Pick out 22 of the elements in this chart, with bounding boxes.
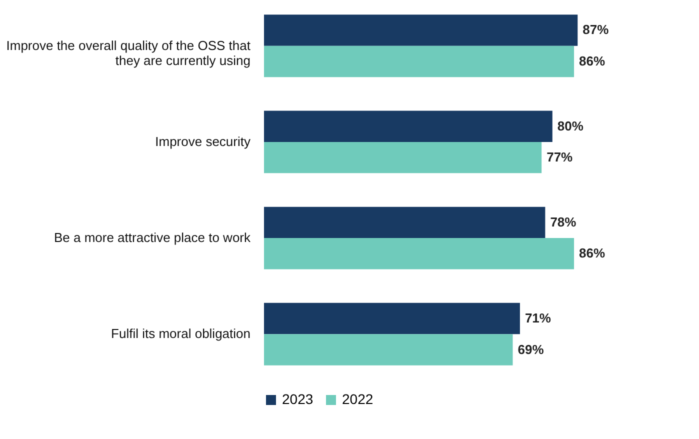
data-label: 86% — [579, 246, 606, 261]
bar — [264, 14, 578, 46]
y-tick-label: Improve security — [155, 134, 251, 149]
data-label: 87% — [582, 22, 610, 38]
bar — [264, 302, 520, 334]
data-label: 86% — [579, 53, 606, 68]
legend-label: 2023 — [282, 391, 314, 407]
legend-label: 2022 — [342, 391, 374, 407]
bar — [264, 334, 513, 366]
bar — [264, 238, 574, 270]
bar — [264, 142, 542, 174]
bar — [264, 206, 546, 238]
y-tick-label: Improve the overall quality of the OSS that they are currently using — [6, 38, 251, 68]
bar — [264, 110, 552, 142]
data-label: 78% — [550, 214, 577, 230]
data-label: 77% — [546, 150, 574, 165]
y-tick-label: Be a more attractive place to work — [54, 230, 251, 246]
data-label: 80% — [557, 118, 584, 134]
data-label: 71% — [524, 310, 552, 326]
data-label: 69% — [518, 342, 544, 357]
y-tick-label: Fulfil its moral obligation — [111, 326, 250, 342]
bar — [264, 46, 574, 78]
